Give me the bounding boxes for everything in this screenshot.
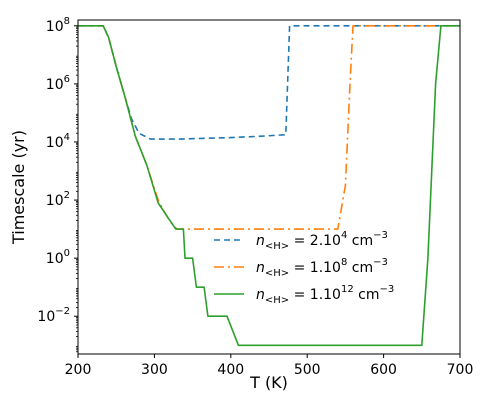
series-line-3 [78,24,460,347]
legend-label-3: n<H> = 1.1012 cm−3 [256,284,394,306]
plot-frame [77,19,461,355]
series-line-1 [78,24,460,140]
legend-label-2: n<H> = 1.108 cm−3 [256,257,388,279]
x-tick-label: 500 [294,362,321,378]
x-tick-label: 700 [447,362,474,378]
y-tick-label: 102 [46,190,70,209]
legend-label-1: n<H> = 2.104 cm−3 [256,230,388,252]
y-axis-label: Timescale (yr) [9,130,28,245]
x-tick-label: 300 [141,362,168,378]
y-tick-label: 10−2 [37,306,70,325]
x-axis-label: T (K) [249,373,288,392]
y-tick-label: 104 [46,132,70,151]
x-tick-label: 400 [217,362,244,378]
y-tick-label: 100 [46,248,70,267]
x-tick-label: 200 [65,362,92,378]
legend: n<H> = 2.104 cm−3 n<H> = 1.108 cm−3 n<H> =… [214,230,394,306]
ticks-layer: 200 300 400 500 600 700 10−2 100 102 104 106 108 [37,16,473,378]
y-tick-label: 108 [46,16,70,35]
series-layer [78,24,460,347]
x-tick-label: 600 [370,362,397,378]
y-tick-label: 106 [46,74,70,93]
